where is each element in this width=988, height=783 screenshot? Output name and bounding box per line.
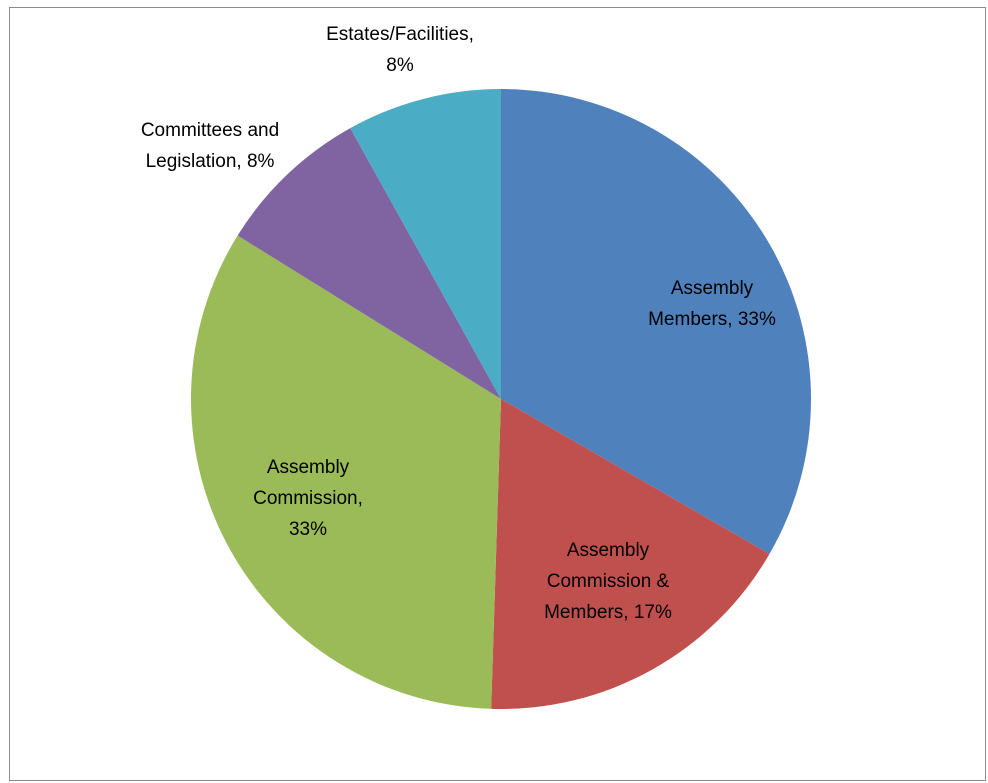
slice-label-line: 8% [386, 55, 414, 76]
pie-labels: Assembly Members, 33% Assembly Commission &… [141, 24, 776, 623]
slice-label-line: Estates/Facilities, [326, 24, 474, 45]
slice-label-assembly-commission: Assembly Commission, 33% [253, 457, 363, 540]
slice-label-estates-facilities: Estates/Facilities, 8% [326, 24, 474, 76]
pie-slices [191, 89, 812, 709]
slice-label-line: Members, 33% [648, 309, 776, 330]
slice-label-assembly-members: Assembly Members, 33% [648, 278, 776, 330]
slice-label-line: Commission, [253, 488, 363, 509]
slice-label-line: Assembly [267, 457, 350, 478]
slice-label-line: Legislation, 8% [146, 151, 275, 172]
pie-slice-assembly-members [501, 89, 812, 554]
slice-label-assembly-commission-members: Assembly Commission & Members, 17% [544, 540, 672, 623]
pie-slice-assembly-commission-members [491, 399, 770, 709]
pie-slice-assembly-commission [191, 235, 502, 709]
slice-label-line: 33% [289, 519, 327, 540]
pie-slice-estates-facilities [350, 89, 501, 399]
slice-label-line: Members, 17% [544, 602, 672, 623]
slice-label-line: Assembly [567, 540, 650, 561]
slice-label-line: Assembly [671, 278, 754, 299]
slice-label-committees-and-legislation: Committees and Legislation, 8% [141, 120, 279, 172]
slice-label-line: Commission & [547, 571, 670, 592]
slice-label-line: Committees and [141, 120, 279, 141]
pie-slice-committees-and-legislation [237, 128, 501, 400]
